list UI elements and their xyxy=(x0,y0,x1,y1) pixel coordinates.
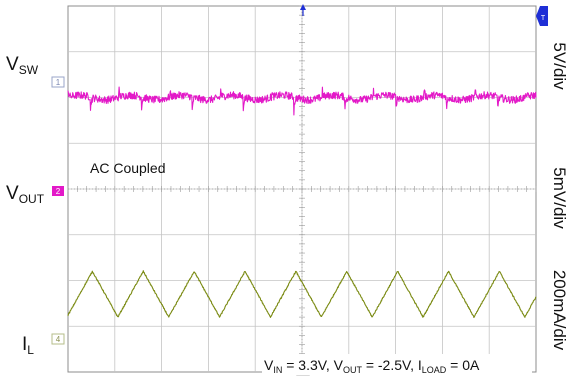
svg-text:1: 1 xyxy=(56,78,61,87)
il-waveform xyxy=(67,270,537,319)
channel-labels: VSW VOUT IL AC Coupled 1 2 4 T xyxy=(6,4,566,376)
svg-text:VIN = 3.3V, VOUT = -2.5V, ILOA: VIN = 3.3V, VOUT = -2.5V, ILOAD = 0A xyxy=(264,357,480,375)
il-channel-label: IL xyxy=(22,334,34,357)
trigger-position-marker xyxy=(300,4,306,16)
il-scale-label: 200mA/div xyxy=(550,270,566,351)
vsw-channel-marker: 1 xyxy=(51,76,65,88)
graticule-grid xyxy=(67,5,537,373)
vout-waveform xyxy=(67,86,537,116)
vout-scale-label: 5mV/div xyxy=(550,167,566,229)
trigger-level-marker: T xyxy=(536,6,548,26)
vout-channel-label: VOUT xyxy=(6,183,45,206)
svg-text:T: T xyxy=(541,15,546,22)
waveform-traces xyxy=(67,86,537,319)
il-channel-marker: 4 xyxy=(51,333,65,345)
svg-text:4: 4 xyxy=(56,335,61,344)
vsw-scale-label: 5V/div xyxy=(550,42,566,90)
svg-text:2: 2 xyxy=(56,187,61,196)
vsw-channel-label: VSW xyxy=(6,54,39,77)
vout-channel-marker: 2 xyxy=(52,186,64,196)
operating-conditions: VIN = 3.3V, VOUT = -2.5V, ILOAD = 0A xyxy=(262,354,532,375)
ac-coupled-annotation: AC Coupled xyxy=(90,160,166,176)
